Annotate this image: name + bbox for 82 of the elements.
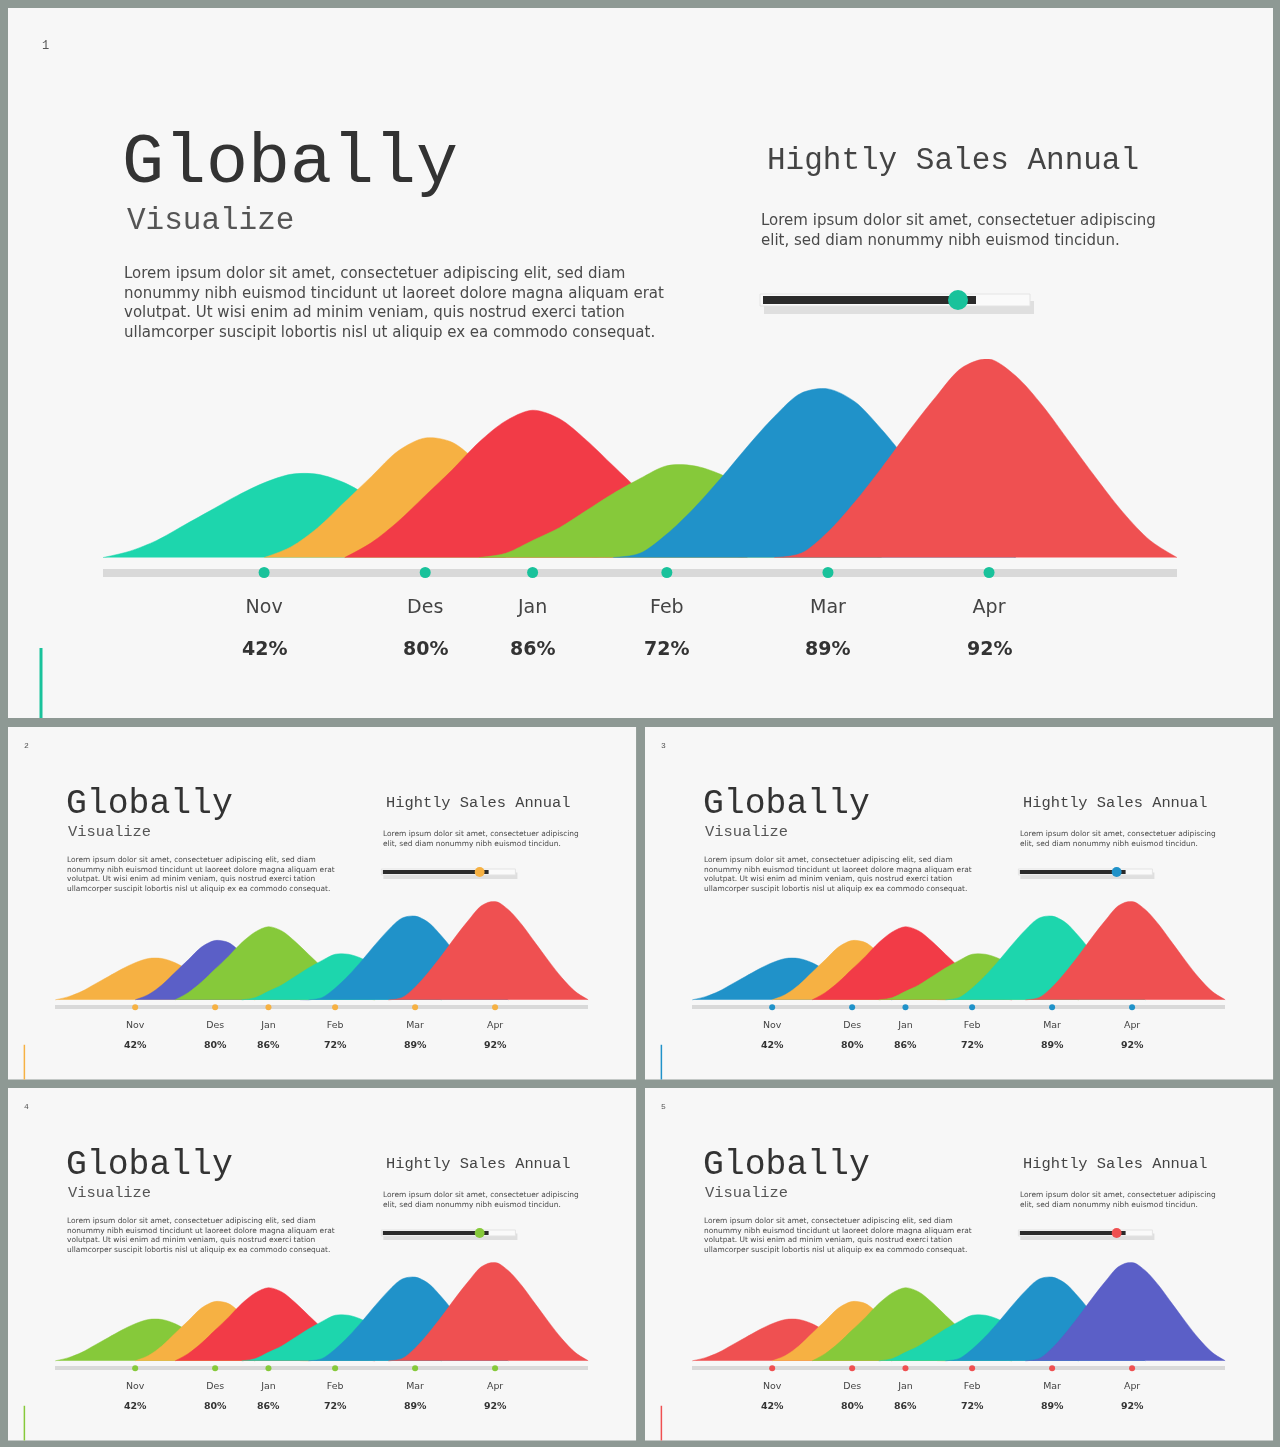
x-tick-label: Nov xyxy=(125,1379,145,1391)
x-tick-label: Feb xyxy=(650,595,684,618)
chart-title: Globally xyxy=(66,784,233,823)
text: Hightly Sales Annual xyxy=(767,143,1140,178)
x-tick-label: Apr xyxy=(1123,1018,1141,1030)
text: 86% xyxy=(257,1039,281,1050)
text: Hightly Sales Annual xyxy=(386,1155,571,1173)
text: Hightly Sales Annual xyxy=(386,794,571,812)
x-tick-label: Feb xyxy=(326,1379,344,1391)
text: 92% xyxy=(1121,1400,1145,1411)
text: 2 xyxy=(24,741,29,750)
text: 5 xyxy=(661,1102,666,1111)
x-tick-label: Des xyxy=(843,1018,862,1030)
x-tick-label: Jan xyxy=(897,1018,913,1030)
chart-title: Globally xyxy=(66,1145,233,1184)
text: 42% xyxy=(124,1400,148,1411)
chart-subtitle: Visualize xyxy=(68,1184,152,1202)
chart-subtitle: Visualize xyxy=(68,823,152,841)
text: 42% xyxy=(761,1039,785,1050)
text: 80% xyxy=(403,637,449,659)
chart-subtitle: Visualize xyxy=(705,823,789,841)
text: Lorem ipsum dolor sit amet, consectetuer adipiscing elit, sed diam nonummy nibh euismod tincidun. xyxy=(761,211,1156,249)
chart-title: Globally xyxy=(703,1145,870,1184)
x-tick-label: Mar xyxy=(1043,1379,1062,1391)
text: 86% xyxy=(257,1400,281,1411)
text: 92% xyxy=(484,1039,508,1050)
x-tick-label: Des xyxy=(407,595,444,618)
x-tick-label: Nov xyxy=(762,1379,782,1391)
x-tick-label: Apr xyxy=(972,595,1006,618)
text: 86% xyxy=(510,637,556,659)
text: 72% xyxy=(961,1400,985,1411)
x-tick-label: Des xyxy=(206,1018,225,1030)
text: 80% xyxy=(204,1039,228,1050)
text: 89% xyxy=(805,637,851,659)
x-tick-label: Mar xyxy=(406,1018,425,1030)
x-tick-label: Apr xyxy=(486,1379,504,1391)
x-tick-label: Apr xyxy=(486,1018,504,1030)
x-tick-label: Nov xyxy=(125,1018,145,1030)
text: 92% xyxy=(1121,1039,1145,1050)
x-tick-label: Feb xyxy=(963,1379,981,1391)
x-tick-label: Jan xyxy=(260,1018,276,1030)
text: 72% xyxy=(961,1039,985,1050)
x-tick-label: Mar xyxy=(810,595,847,618)
text: Hightly Sales Annual xyxy=(1023,794,1208,812)
text: 72% xyxy=(324,1400,348,1411)
text: 1 xyxy=(42,39,50,53)
text: 89% xyxy=(1041,1400,1065,1411)
text: 86% xyxy=(894,1039,918,1050)
x-tick-label: Feb xyxy=(963,1018,981,1030)
text: 80% xyxy=(841,1039,865,1050)
text: 72% xyxy=(324,1039,348,1050)
text: 72% xyxy=(644,637,690,659)
text: 42% xyxy=(761,1400,785,1411)
text: 89% xyxy=(404,1039,428,1050)
text: 89% xyxy=(404,1400,428,1411)
chart-subtitle: Visualize xyxy=(127,203,295,238)
text: 92% xyxy=(967,637,1013,659)
x-tick-label: Apr xyxy=(1123,1379,1141,1391)
chart-title: Globally xyxy=(122,124,459,203)
text: 4 xyxy=(24,1102,29,1111)
x-tick-label: Mar xyxy=(406,1379,425,1391)
text: 80% xyxy=(841,1400,865,1411)
text: 80% xyxy=(204,1400,228,1411)
text: 3 xyxy=(661,741,666,750)
x-tick-label: Des xyxy=(206,1379,225,1391)
x-tick-label: Mar xyxy=(1043,1018,1062,1030)
text: 89% xyxy=(1041,1039,1065,1050)
x-tick-label: Jan xyxy=(260,1379,276,1391)
text: 92% xyxy=(484,1400,508,1411)
x-tick-label: Feb xyxy=(326,1018,344,1030)
text: 42% xyxy=(124,1039,148,1050)
x-tick-label: Jan xyxy=(897,1379,913,1391)
x-tick-label: Nov xyxy=(762,1018,782,1030)
text: Hightly Sales Annual xyxy=(1023,1155,1208,1173)
x-tick-label: Des xyxy=(843,1379,862,1391)
text: 86% xyxy=(894,1400,918,1411)
text: 42% xyxy=(242,637,288,659)
x-tick-label: Nov xyxy=(245,595,283,618)
text: Lorem ipsum dolor sit amet, consectetuer adipiscing elit, sed diam nonummy nibh euismod tincidunt ut laoreet dolore magna aliquam erat volutpat. Ut wisi enim ad minim veniam, quis nostrud exerci tation ullamcorper suscipit lobortis nisl ut aliquip ex ea commodo consequat. xyxy=(124,264,665,341)
x-tick-label: Jan xyxy=(516,595,548,618)
chart-title: Globally xyxy=(703,784,870,823)
chart-subtitle: Visualize xyxy=(705,1184,789,1202)
